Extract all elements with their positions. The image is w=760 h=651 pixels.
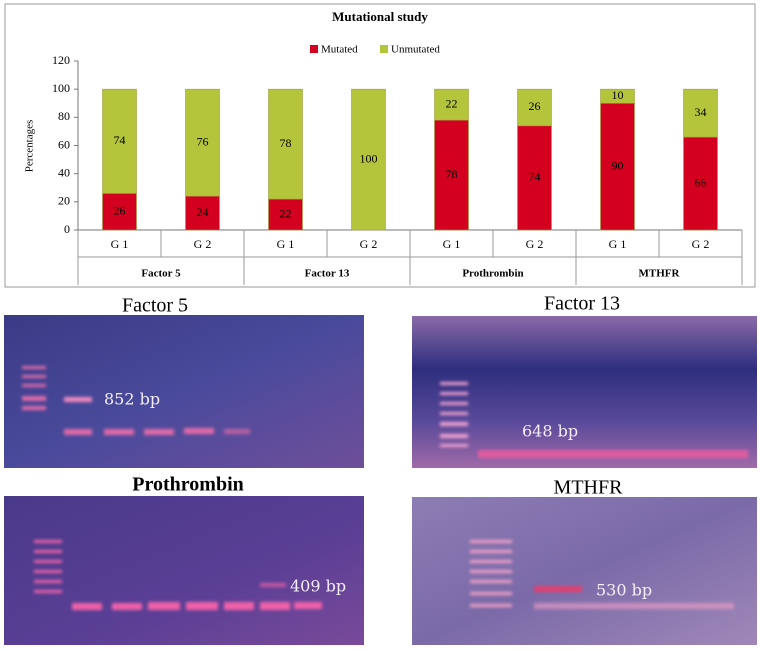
gel-image: [412, 316, 757, 468]
bar-segment: [517, 88, 552, 127]
band-label: 409 bp: [290, 577, 346, 596]
gel-title: Prothrombin: [132, 474, 244, 496]
gel-image: [4, 496, 364, 645]
data-label: 10: [612, 88, 624, 102]
bar-segment: [102, 88, 137, 194]
x-tick-label: G 2: [526, 237, 544, 251]
bar-segment: [102, 193, 137, 231]
y-tick-label: 80: [58, 109, 70, 123]
group-label: Prothrombin: [462, 268, 523, 280]
x-tick-label: G 1: [111, 237, 129, 251]
y-tick-label: 20: [58, 194, 70, 208]
bar-segment: [600, 88, 635, 104]
legend-label: Mutated: [321, 44, 358, 56]
legend-label: Unmutated: [391, 44, 440, 56]
data-label: 26: [529, 99, 541, 113]
data-label: 22: [446, 96, 458, 110]
bar-segment: [268, 198, 303, 231]
x-tick-label: G 2: [360, 237, 378, 251]
gel-bands: [470, 540, 734, 609]
gel-title: MTHFR: [554, 477, 624, 499]
gel-title: Factor 5: [122, 295, 188, 317]
group-label: Factor 13: [305, 268, 350, 280]
data-label: 90: [612, 158, 624, 172]
gel-image: [412, 497, 757, 645]
bar-segment: [517, 125, 552, 231]
y-axis-label: Percentages: [24, 120, 36, 173]
bar-segment: [268, 88, 303, 200]
data-label: 74: [114, 133, 126, 147]
bar-segment: [434, 119, 469, 231]
group-label: MTHFR: [639, 268, 681, 280]
y-tick-label: 120: [52, 53, 70, 67]
x-tick-label: G 1: [443, 237, 461, 251]
data-label: 78: [446, 167, 458, 181]
data-label: 26: [114, 203, 126, 217]
bar-segment: [351, 88, 386, 231]
data-label: 100: [360, 151, 378, 165]
bar-segment: [683, 136, 718, 231]
x-tick-label: G 1: [277, 237, 295, 251]
band-label: 648 bp: [522, 422, 578, 441]
bar-segment: [185, 88, 220, 197]
data-label: 66: [695, 175, 707, 189]
bar-segment: [683, 88, 718, 138]
gel-image: [4, 315, 364, 468]
gel-bands: [34, 540, 322, 610]
chart-title: Mutational study: [332, 9, 428, 24]
data-label: 74: [529, 170, 541, 184]
data-label: 24: [197, 205, 209, 219]
chart: 0 20 40 60 80 100 120 Mutated Unmutated 26 74 G 1 24…: [52, 44, 743, 285]
y-tick-label: 100: [52, 81, 70, 95]
x-tick-label: G 2: [692, 237, 710, 251]
gel-images: [4, 315, 757, 645]
gel-bands: [440, 382, 748, 458]
gel-title: Factor 13: [544, 293, 620, 315]
data-label: 22: [280, 206, 292, 220]
data-label: 78: [280, 136, 292, 150]
bar-segment: [434, 88, 469, 121]
band-label: 852 bp: [104, 390, 160, 409]
data-label: 34: [695, 105, 707, 119]
data-label: 76: [197, 134, 209, 148]
y-tick-label: 40: [58, 165, 70, 179]
x-tick-label: G 2: [194, 237, 212, 251]
group-label: Factor 5: [141, 268, 181, 280]
legend-swatch: [310, 45, 318, 53]
x-tick-label: G 1: [609, 237, 627, 251]
bar-segment: [600, 102, 635, 231]
band-label: 530 bp: [596, 581, 652, 600]
legend-swatch: [380, 45, 388, 53]
y-tick-label: 0: [64, 222, 70, 236]
y-tick-label: 60: [58, 137, 70, 151]
gel-bands: [22, 366, 250, 435]
